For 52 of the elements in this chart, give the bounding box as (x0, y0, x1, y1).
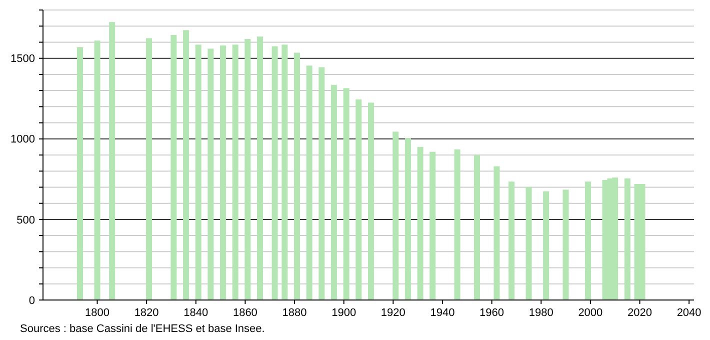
x-tick-label: 1980 (528, 307, 554, 319)
bar (526, 187, 532, 300)
bar (474, 155, 480, 300)
bar (356, 99, 362, 300)
bar (244, 39, 251, 300)
bar (562, 190, 569, 300)
bar (232, 44, 238, 300)
bar (494, 166, 500, 300)
y-tick-label: 0 (28, 294, 35, 307)
bar (584, 182, 591, 300)
y-tick-label: 1000 (10, 134, 35, 146)
bar (330, 84, 337, 300)
x-tick-label: 1900 (332, 307, 356, 319)
bar (208, 48, 214, 300)
bar (430, 152, 436, 300)
bar (508, 182, 515, 300)
bar (343, 88, 350, 300)
bar (220, 45, 226, 300)
x-tick-label: 2020 (628, 307, 652, 319)
bar (454, 149, 460, 300)
x-tick-label: 1920 (380, 307, 406, 319)
x-tick-label: 1800 (85, 307, 110, 319)
bar (624, 178, 630, 300)
bar (294, 52, 300, 300)
y-tick-label: 500 (16, 214, 35, 226)
bar (282, 44, 288, 300)
bar (170, 34, 177, 300)
bar (417, 146, 424, 300)
x-tick-label: 1860 (232, 307, 258, 319)
y-tick-label: 1500 (10, 53, 35, 66)
bar (272, 46, 278, 300)
x-tick-label: 1820 (134, 307, 159, 319)
bar (257, 36, 263, 300)
x-tick-label: 2000 (578, 307, 603, 319)
source-note: Sources : base Cassini de l'EHESS et base Insee. (20, 323, 265, 335)
x-tick-label: 1880 (282, 307, 307, 319)
bar (183, 30, 190, 300)
bar (94, 40, 100, 300)
bar (109, 22, 116, 300)
bar (368, 102, 374, 300)
x-tick-label: 1840 (184, 307, 208, 319)
bar (392, 132, 399, 300)
bar (195, 44, 202, 300)
bar (318, 67, 325, 300)
bar (306, 66, 312, 300)
x-tick-label: 2040 (676, 307, 702, 319)
x-tick-label: 1960 (480, 307, 504, 319)
x-tick-label: 1940 (430, 307, 455, 319)
bar (543, 191, 550, 300)
bar (404, 138, 411, 300)
bar (76, 47, 83, 300)
bar (146, 38, 152, 300)
